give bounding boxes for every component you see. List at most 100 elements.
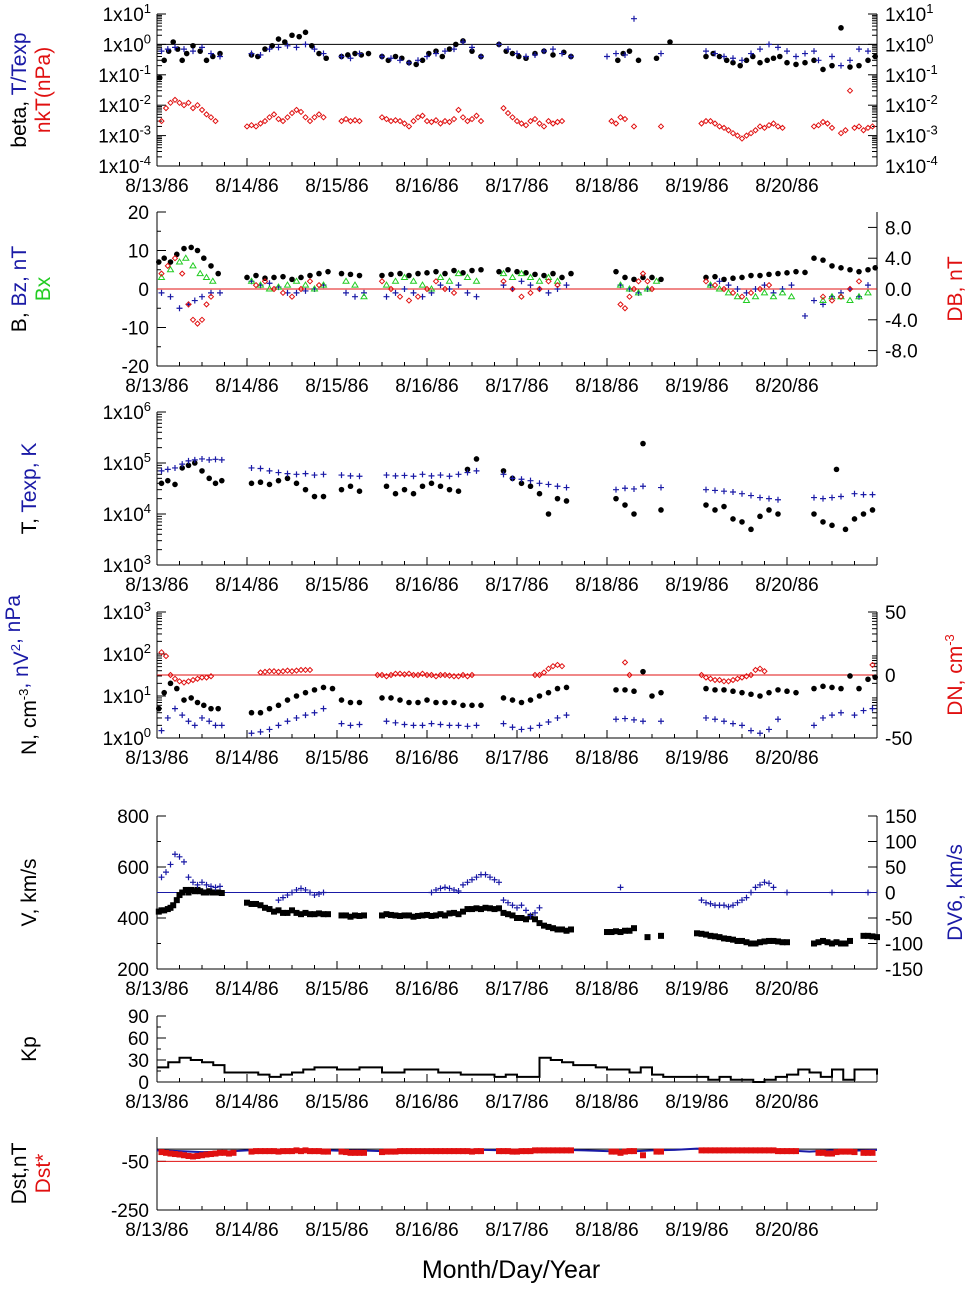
x-tick-label: 8/18/86 xyxy=(575,575,638,596)
data-point xyxy=(756,123,764,130)
data-point xyxy=(738,674,746,681)
data-point xyxy=(518,476,525,483)
data-point xyxy=(613,50,619,57)
data-point xyxy=(460,881,466,888)
data-point xyxy=(473,905,480,912)
data-point xyxy=(338,472,345,479)
y-axis-title-part: Bz, nT xyxy=(8,246,31,307)
data-point xyxy=(518,902,525,909)
data-point xyxy=(694,930,700,937)
data-point xyxy=(550,1147,556,1154)
y-tick-label-exp: 2 xyxy=(144,641,151,656)
data-point xyxy=(725,282,732,289)
data-point xyxy=(306,666,314,674)
data-point xyxy=(156,705,162,712)
data-point xyxy=(824,939,831,946)
data-point xyxy=(162,104,170,112)
x-tick-label: 8/17/86 xyxy=(485,1092,548,1113)
y-tick-label-exp: 1 xyxy=(144,683,151,698)
right-axis-title: DN, cm-3 xyxy=(942,634,967,716)
y-tick-label: 400 xyxy=(117,909,149,930)
data-point xyxy=(323,55,330,62)
data-point xyxy=(698,671,705,679)
data-point xyxy=(311,493,318,500)
y-tick-label: 60 xyxy=(128,1029,149,1050)
data-point xyxy=(215,889,222,896)
x-tick-label: 8/20/86 xyxy=(755,979,818,1000)
data-point xyxy=(392,912,399,919)
data-point xyxy=(218,722,225,729)
series-nv2 xyxy=(158,705,876,737)
data-point xyxy=(536,480,543,487)
data-point xyxy=(631,716,637,723)
data-point xyxy=(860,932,867,939)
data-point xyxy=(766,1147,772,1154)
data-point xyxy=(847,266,853,273)
data-point xyxy=(847,57,853,64)
data-point xyxy=(811,494,817,501)
data-point xyxy=(185,718,192,725)
y-axis-title-part: T, xyxy=(18,513,41,535)
data-point xyxy=(316,910,322,917)
data-point xyxy=(721,503,727,510)
data-point xyxy=(793,1148,799,1155)
data-point xyxy=(716,934,723,941)
y-tick-label-exp: 1 xyxy=(144,1,151,16)
data-point xyxy=(536,920,543,927)
data-point xyxy=(514,50,520,57)
data-point xyxy=(410,117,417,125)
data-point xyxy=(437,911,444,918)
data-point xyxy=(829,263,835,269)
data-point xyxy=(464,469,471,476)
data-point xyxy=(766,689,772,696)
data-point xyxy=(734,132,741,139)
data-point xyxy=(266,114,273,121)
data-point xyxy=(248,50,255,57)
data-point xyxy=(837,129,845,137)
data-point xyxy=(775,1148,781,1155)
data-point xyxy=(191,722,198,729)
data-point xyxy=(275,36,282,42)
data-point xyxy=(280,1148,286,1155)
data-point xyxy=(554,495,561,502)
data-point xyxy=(824,120,831,127)
data-point xyxy=(428,889,435,896)
data-point xyxy=(315,111,323,118)
data-point xyxy=(179,465,185,471)
data-point xyxy=(175,258,184,265)
data-point xyxy=(342,277,350,284)
right-tick-label-exp: 0 xyxy=(926,31,933,46)
data-point xyxy=(872,674,878,681)
y-axis-title: Bx xyxy=(32,276,55,301)
data-point xyxy=(838,709,844,716)
x-tick-label: 8/17/86 xyxy=(485,575,548,596)
data-point xyxy=(652,277,661,284)
y-tick-label-base: 1x10 xyxy=(98,66,139,87)
data-point xyxy=(248,709,255,716)
data-point xyxy=(181,858,187,865)
data-point xyxy=(499,269,508,277)
data-point xyxy=(302,886,309,893)
data-point xyxy=(518,480,525,487)
data-point xyxy=(352,50,358,57)
data-point xyxy=(851,1149,858,1156)
data-point xyxy=(820,519,826,525)
data-point xyxy=(158,117,165,125)
data-point xyxy=(230,1149,237,1156)
x-tick-label: 8/17/86 xyxy=(485,979,548,1000)
panel-beta: 1x1011x1001x10-11x10-21x10-31x10-41x1011… xyxy=(8,1,938,197)
data-point xyxy=(643,285,652,292)
data-point xyxy=(383,483,390,490)
data-point xyxy=(473,1148,480,1155)
data-point xyxy=(446,910,453,917)
data-point xyxy=(829,889,835,896)
data-point xyxy=(531,115,539,123)
data-point xyxy=(865,1149,871,1156)
y-axis-title: N, cm-3, nV2, nPa xyxy=(2,595,41,755)
data-point xyxy=(752,1147,759,1154)
data-point xyxy=(302,114,309,121)
data-point xyxy=(500,282,507,289)
right-tick-label: 0 xyxy=(885,884,896,905)
data-point xyxy=(472,277,481,284)
